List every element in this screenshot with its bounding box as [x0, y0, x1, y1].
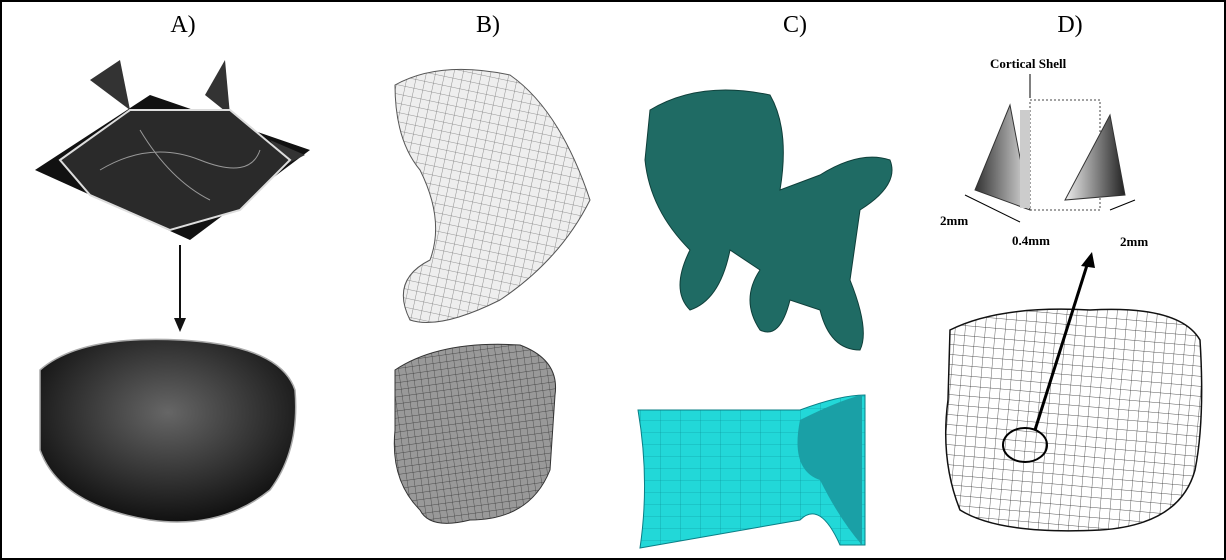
annotation: 2mm	[1120, 234, 1148, 249]
page: A) B) C) D) Cortical Shell 2mm 0.4mm 2mm…	[0, 0, 1226, 560]
annotation: 2mm	[940, 213, 968, 228]
panel-label: A)	[170, 12, 195, 38]
hex-mesh	[394, 344, 555, 523]
wireframe-mesh	[946, 309, 1202, 531]
panel-label: C)	[783, 12, 807, 38]
bone-model	[40, 339, 296, 522]
shell-layer	[1020, 110, 1030, 208]
annotation: 0.4mm	[1012, 233, 1050, 248]
figure: A) B) C) D) Cortical Shell 2mm 0.4mm 2mm	[0, 0, 1226, 560]
panel-label: D)	[1057, 12, 1082, 38]
annotation: Cortical Shell	[990, 56, 1067, 71]
panel-label: B)	[476, 12, 500, 38]
